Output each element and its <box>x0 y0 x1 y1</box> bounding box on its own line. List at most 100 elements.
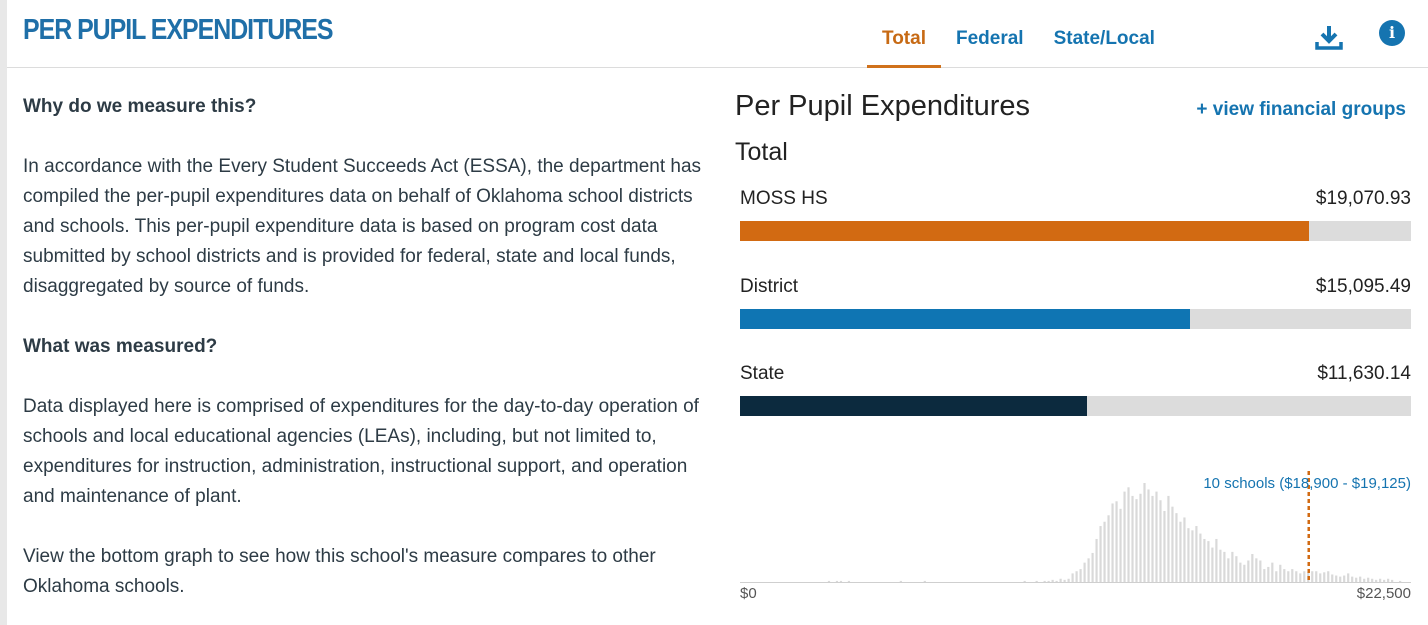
histogram-bar[interactable] <box>1287 571 1290 582</box>
histogram-bar[interactable] <box>1255 558 1258 582</box>
histogram-bar[interactable] <box>1123 491 1126 582</box>
histogram-bar[interactable] <box>1231 551 1234 582</box>
histogram-bar[interactable] <box>1399 580 1402 582</box>
histogram-bar[interactable] <box>1387 578 1390 582</box>
histogram-bar[interactable] <box>1055 580 1058 582</box>
histogram-bar[interactable] <box>1155 491 1158 582</box>
histogram-bar[interactable] <box>1263 569 1266 582</box>
histogram-bar[interactable] <box>1295 571 1298 582</box>
histogram-bar[interactable] <box>1151 495 1154 582</box>
histogram-bar[interactable] <box>1239 562 1242 582</box>
histogram-bar[interactable] <box>1199 533 1202 582</box>
tab-federal[interactable]: Federal <box>955 28 1024 49</box>
histogram-bar[interactable] <box>1243 564 1246 582</box>
histogram-bar[interactable] <box>1099 526 1102 582</box>
histogram-bar[interactable] <box>1183 517 1186 582</box>
histogram-bar[interactable] <box>847 580 851 582</box>
histogram-bar[interactable] <box>1195 526 1198 582</box>
histogram-bar[interactable] <box>1339 576 1342 582</box>
histogram-bar[interactable] <box>1259 560 1262 582</box>
histogram-bar[interactable] <box>1235 556 1238 582</box>
histogram-bar[interactable] <box>1227 558 1230 582</box>
histogram-bar[interactable] <box>1103 521 1106 582</box>
histogram-bar[interactable] <box>827 580 831 582</box>
histogram-bar[interactable] <box>839 580 843 582</box>
histogram-bar[interactable] <box>1187 528 1190 582</box>
histogram-bar[interactable] <box>1247 560 1250 582</box>
histogram-bar[interactable] <box>1215 538 1218 582</box>
histogram-bar[interactable] <box>835 580 839 582</box>
histogram-bar[interactable] <box>1087 558 1090 582</box>
histogram-bar[interactable] <box>1147 489 1150 582</box>
histogram-bar[interactable] <box>1175 513 1178 582</box>
histogram-bar[interactable] <box>923 580 926 582</box>
histogram-bar[interactable] <box>1115 501 1118 582</box>
histogram-bar[interactable] <box>1131 495 1134 582</box>
histogram-bar[interactable] <box>1211 547 1214 582</box>
histogram-bar[interactable] <box>1251 554 1254 582</box>
histogram-bar[interactable] <box>1323 572 1326 582</box>
histogram-bar[interactable] <box>1335 575 1338 582</box>
histogram-bar[interactable] <box>1095 538 1098 582</box>
info-icon[interactable]: i <box>1379 20 1405 46</box>
histogram-bar[interactable] <box>1351 576 1354 582</box>
histogram-bar[interactable] <box>1047 580 1050 582</box>
histogram-bar[interactable] <box>1143 483 1146 582</box>
histogram-bar[interactable] <box>1063 579 1066 582</box>
histogram-bar[interactable] <box>1111 503 1114 582</box>
histogram-bar[interactable] <box>1159 500 1162 582</box>
histogram-bar[interactable] <box>1355 577 1358 582</box>
histogram-bar[interactable] <box>1127 487 1130 582</box>
histogram-bar[interactable] <box>1291 569 1294 582</box>
histogram-bar[interactable] <box>1343 575 1346 582</box>
histogram-bar[interactable] <box>1067 578 1070 582</box>
download-icon[interactable] <box>1313 22 1345 54</box>
histogram-bar[interactable] <box>1375 579 1378 582</box>
histogram-bar[interactable] <box>1299 573 1302 582</box>
histogram-bar[interactable] <box>1319 573 1322 582</box>
histogram-bar[interactable] <box>1071 573 1074 582</box>
histogram-bar[interactable] <box>1091 552 1094 582</box>
histogram-bar[interactable] <box>1279 564 1282 582</box>
histogram-bar[interactable] <box>1083 562 1086 582</box>
histogram-bar[interactable] <box>1171 506 1174 582</box>
tab-state-local[interactable]: State/Local <box>1053 28 1155 49</box>
histogram-bar[interactable] <box>1331 574 1334 582</box>
histogram-bar[interactable] <box>1203 538 1206 582</box>
histogram-bar[interactable] <box>1139 493 1142 582</box>
histogram-bar[interactable] <box>1043 580 1046 582</box>
histogram-bar[interactable] <box>1371 578 1374 582</box>
histogram-bar[interactable] <box>1107 515 1110 582</box>
histogram-bar[interactable] <box>1191 530 1194 582</box>
histogram-bar[interactable] <box>1075 571 1078 582</box>
histogram-bar[interactable] <box>1223 551 1226 582</box>
histogram-bar[interactable] <box>899 580 902 582</box>
histogram-bar[interactable] <box>1051 579 1054 582</box>
histogram-bar[interactable] <box>1303 571 1306 582</box>
histogram-bar[interactable] <box>1391 579 1394 582</box>
histogram-bar[interactable] <box>1379 578 1382 582</box>
histogram-bar[interactable] <box>1119 508 1122 582</box>
histogram-bar[interactable] <box>1135 499 1138 582</box>
histogram-bar[interactable] <box>1367 577 1370 582</box>
histogram-bar[interactable] <box>1023 580 1026 582</box>
histogram-bar[interactable] <box>1267 566 1270 582</box>
histogram-bar[interactable] <box>1167 495 1170 582</box>
histogram-bar[interactable] <box>1275 571 1278 582</box>
histogram-bar[interactable] <box>1359 576 1362 582</box>
histogram-bar[interactable] <box>1283 569 1286 582</box>
histogram-bar[interactable] <box>1315 571 1318 582</box>
distribution-histogram[interactable]: 10 schools ($18,900 - $19,125) <box>740 465 1411 585</box>
histogram-bar[interactable] <box>1059 578 1062 582</box>
histogram-bar[interactable] <box>1079 569 1082 582</box>
histogram-bar[interactable] <box>1035 580 1038 582</box>
histogram-bar[interactable] <box>1207 541 1210 582</box>
histogram-bar[interactable] <box>1327 571 1330 582</box>
view-financial-groups-link[interactable]: + view financial groups <box>1196 99 1406 120</box>
histogram-bar[interactable] <box>1271 562 1274 582</box>
histogram-bar[interactable] <box>1163 510 1166 582</box>
histogram-bar[interactable] <box>1363 578 1366 582</box>
histogram-bar[interactable] <box>1383 579 1386 582</box>
histogram-bar[interactable] <box>1347 573 1350 582</box>
histogram-bar[interactable] <box>1179 521 1182 582</box>
